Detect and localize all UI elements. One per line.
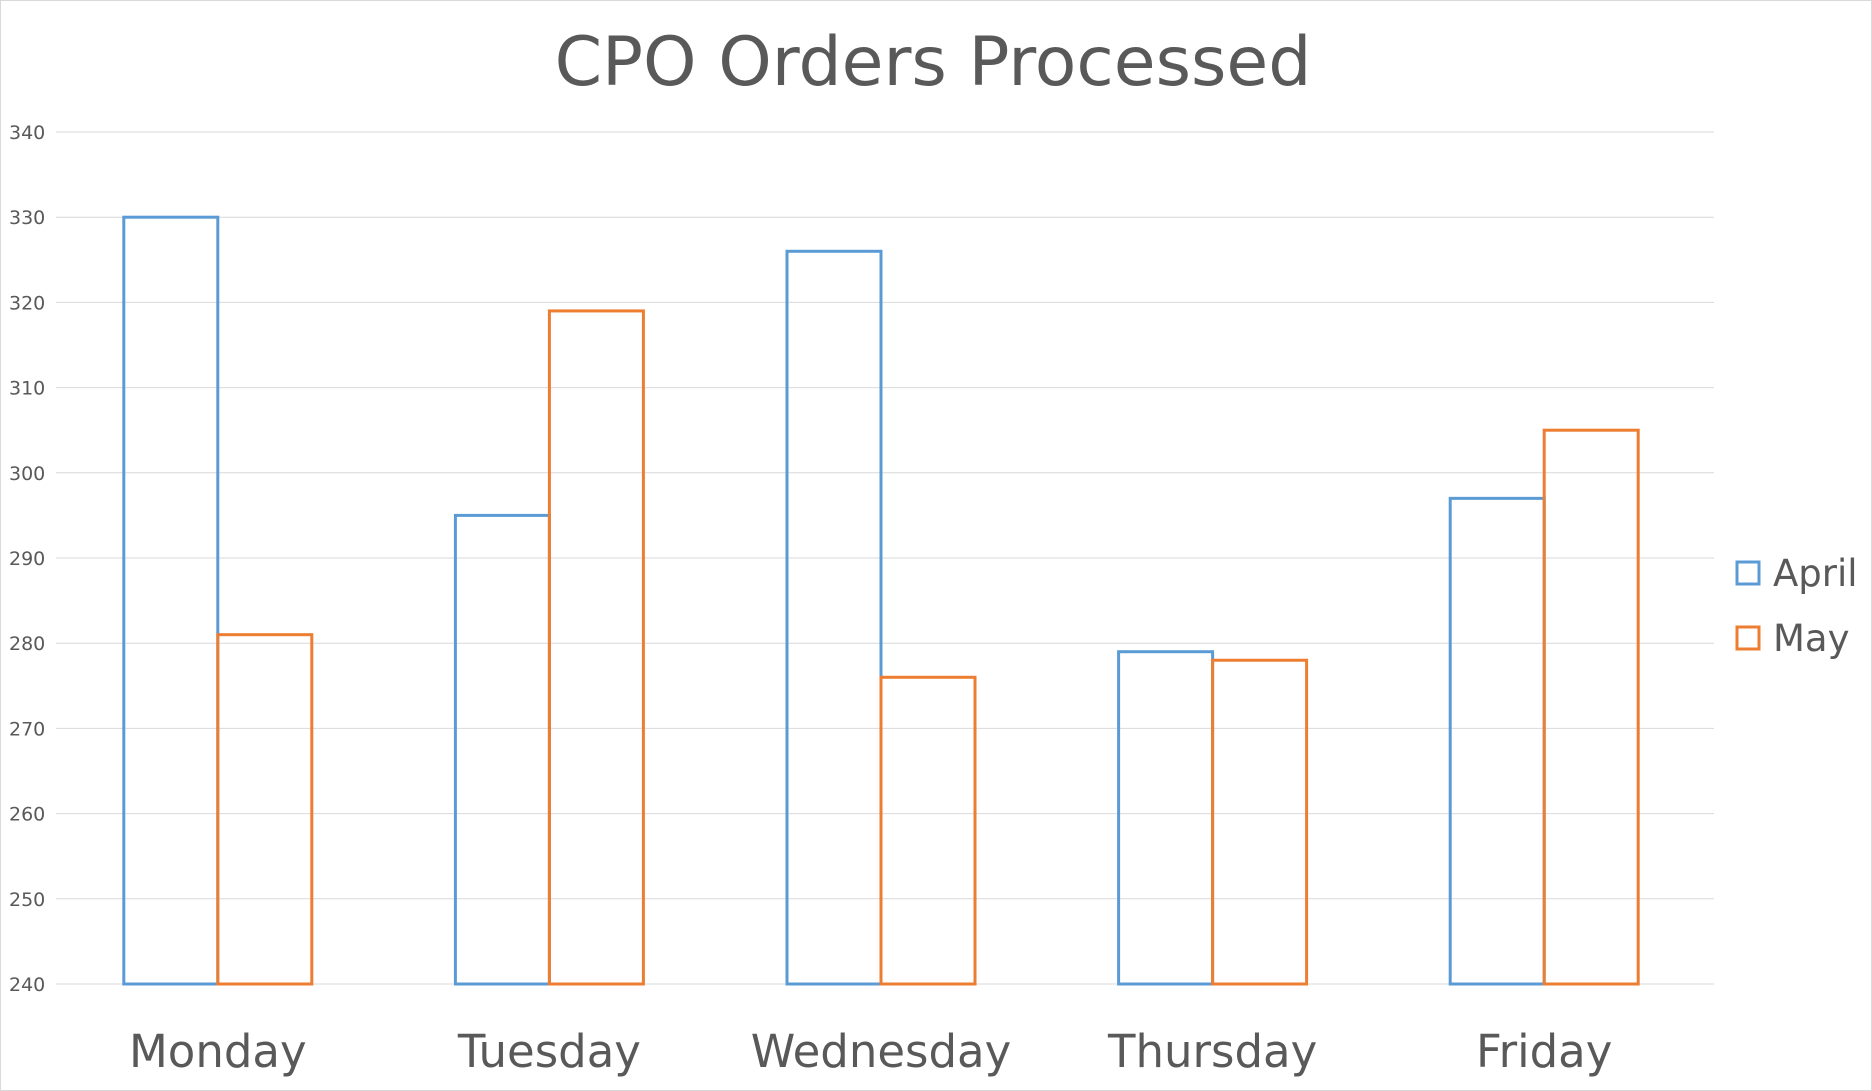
y-tick-label: 300 — [9, 463, 45, 485]
legend-swatch-april — [1735, 560, 1761, 586]
y-tick-label: 240 — [9, 974, 45, 996]
bar-may-thursday — [1211, 658, 1309, 986]
bar-may-friday — [1542, 428, 1640, 986]
chart-title: CPO Orders Processed — [555, 23, 1312, 102]
bar-may-monday — [216, 633, 314, 986]
legend: April May — [1735, 552, 1858, 660]
x-tick-label: Wednesday — [751, 1025, 1012, 1078]
bar-april-tuesday — [453, 513, 551, 986]
y-tick-label: 250 — [9, 889, 45, 911]
bar-may-wednesday — [879, 675, 977, 986]
y-axis-ticks: 240 250 260 270 280 290 300 310 320 330 340 — [9, 122, 45, 996]
bar-may-tuesday — [547, 309, 645, 986]
y-tick-label: 280 — [9, 633, 45, 655]
y-tick-label: 290 — [9, 548, 45, 570]
legend-label-may: May — [1773, 617, 1850, 660]
bars — [122, 215, 1640, 986]
x-axis-ticks: Monday Tuesday Wednesday Thursday Friday — [129, 1025, 1612, 1078]
x-tick-label: Tuesday — [457, 1025, 641, 1078]
legend-label-april: April — [1773, 552, 1858, 595]
y-tick-label: 270 — [9, 718, 45, 740]
bar-april-thursday — [1117, 650, 1215, 986]
y-tick-label: 310 — [9, 378, 45, 400]
x-tick-label: Monday — [129, 1025, 307, 1078]
x-tick-label: Friday — [1476, 1025, 1612, 1078]
y-tick-label: 260 — [9, 804, 45, 826]
bar-april-wednesday — [785, 249, 883, 986]
y-tick-label: 320 — [9, 292, 45, 314]
bar-april-monday — [122, 215, 220, 986]
legend-swatch-may — [1735, 625, 1761, 651]
y-tick-label: 340 — [9, 122, 45, 144]
x-tick-label: Thursday — [1107, 1025, 1317, 1078]
y-tick-label: 330 — [9, 207, 45, 229]
gridlines — [56, 131, 1714, 985]
bar-april-friday — [1448, 496, 1546, 986]
